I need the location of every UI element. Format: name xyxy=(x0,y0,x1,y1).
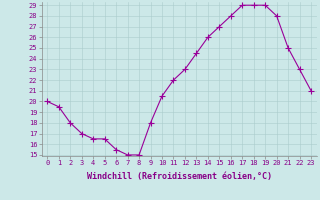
X-axis label: Windchill (Refroidissement éolien,°C): Windchill (Refroidissement éolien,°C) xyxy=(87,172,272,181)
